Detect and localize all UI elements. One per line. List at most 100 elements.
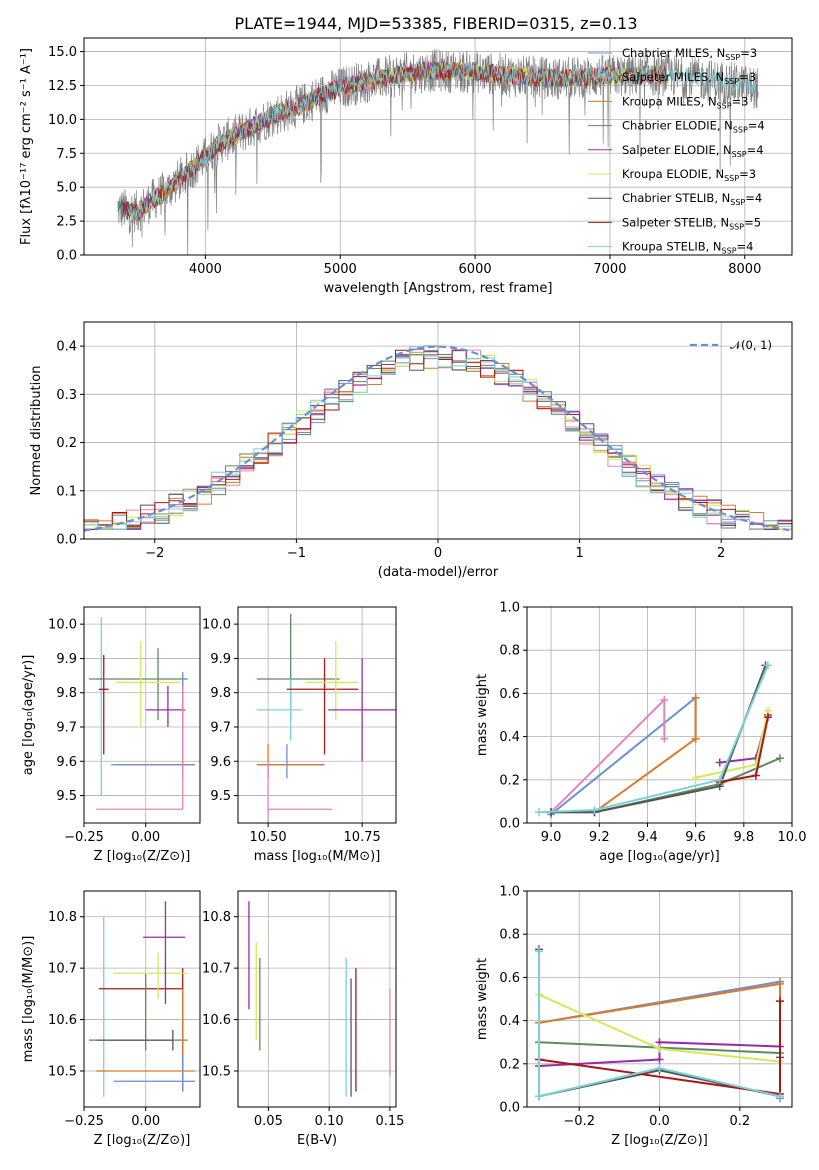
- mass_vs_Z-xlabel: Z [log₁₀(Z/Z⊙)]: [94, 1133, 191, 1148]
- weight_vs_Z-ytick-label: 0.0: [499, 1101, 520, 1116]
- weight_vs_age-ytick-label: 0.2: [499, 773, 520, 788]
- spectrum-frame: [83, 37, 793, 256]
- residuals-plot-area: [84, 345, 792, 532]
- spectrum-xtick-label: 5000: [324, 262, 357, 277]
- weight_vs_Z-ytick-label: 0.6: [499, 971, 520, 986]
- residuals-ytick-label: 0.4: [56, 340, 77, 355]
- residuals-xtick-label: 1: [575, 546, 583, 561]
- weight_vs_Z-marker-salpeter_stelib: [775, 997, 784, 1006]
- mass_vs_ebv-panel: 0.05 0.10 0.15 10.5 10.6 10.7 10.8 E(B-V): [202, 890, 404, 1148]
- spectrum-ytick-label: 10.0: [48, 113, 77, 128]
- weight_vs_age-line-chabrier_miles: [550, 695, 697, 816]
- weight_vs_Z-plot-area: [535, 945, 784, 1103]
- residuals-ytick-label: 0.2: [56, 436, 77, 451]
- weight_vs_Z-ytick-label: 0.8: [499, 928, 520, 943]
- mass_vs_ebv-xlabel: E(B-V): [297, 1133, 337, 1148]
- age_vs_Z-ytick-label: 9.8: [56, 686, 77, 701]
- mass_vs_Z-frame: [83, 890, 201, 1108]
- spectrum-xtick-label: 7000: [593, 262, 626, 277]
- mass_vs_Z-ytick-label: 10.8: [48, 910, 77, 925]
- spectrum-ytick-label: 12.5: [48, 79, 77, 94]
- weight_vs_Z-marker-kroupa_stelib: [655, 1064, 664, 1073]
- age_vs_mass-frame: [237, 606, 397, 824]
- weight_vs_Z-xlabel: Z [log₁₀(Z/Z⊙)]: [611, 1133, 708, 1148]
- weight_vs_age-marker-kroupa_stelib: [535, 808, 544, 817]
- age_vs_Z-ylabel: age [log₁₀(age/yr)]: [21, 655, 36, 776]
- mass_vs_Z-panel: −0.25 0.00 10.5 10.6 10.7 10.8 Z [log₁₀(Z/Z⊙)]…: [21, 890, 201, 1148]
- weight_vs_age-ytick-label: 0.0: [499, 817, 520, 832]
- weight_vs_age-ytick-label: 0.8: [499, 644, 520, 659]
- age_vs_Z-xtick-label: 0.00: [131, 830, 160, 845]
- spectrum-xtick-label: 8000: [728, 262, 761, 277]
- residuals-ytick-label: 0.0: [56, 533, 77, 548]
- weight_vs_Z-ylabel: mass weight: [475, 958, 490, 1040]
- residuals-xlabel: (data-model)/error: [378, 565, 499, 580]
- legend-normal-label: 𝒩(0, 1): [730, 338, 772, 352]
- weight_vs_Z-panel: −0.2 0.0 0.2 0.0 0.2 0.4 0.6 0.8 1.0 Z [log₁₀(Z/Z…: [475, 885, 793, 1148]
- mass_vs_Z-plot-area: [88, 901, 196, 1097]
- mass_vs_ebv-xtick-label: 0.05: [254, 1114, 283, 1129]
- residuals-xtick-label: 0: [434, 546, 442, 561]
- age_vs_mass-ytick-label: 9.9: [210, 652, 231, 667]
- weight_vs_age-marker-kroupa_miles: [691, 734, 700, 743]
- age_vs_mass-ytick-label: 9.7: [210, 721, 231, 736]
- weight_vs_age-line-kroupa_stelib: [538, 664, 769, 814]
- mass_vs_ebv-plot-area: [248, 901, 391, 1097]
- age_vs_mass-ytick-label: 10.0: [202, 618, 231, 633]
- weight_vs_age-marker-salpeter_stelib: [751, 771, 760, 780]
- weight_vs_age-marker-salpeter_miles: [660, 695, 669, 704]
- normal-curve: [84, 345, 790, 532]
- spectrum-xlabel: wavelength [Angstrom, rest frame]: [324, 281, 553, 296]
- legend-label-kroupa_stelib: Kroupa STELIB, NSSP=4: [622, 240, 753, 256]
- legend-label-chabrier_stelib: Chabrier STELIB, NSSP=4: [622, 191, 762, 207]
- age_vs_mass-ytick-label: 9.6: [210, 755, 231, 770]
- age_vs_mass-ytick-label: 9.5: [210, 789, 231, 804]
- mass_vs_ebv-ytick-label: 10.5: [202, 1065, 231, 1080]
- weight_vs_age-line-chabrier_stelib: [551, 664, 767, 814]
- residuals-ytick-label: 0.1: [56, 484, 77, 499]
- age_vs_mass-ytick-label: 9.8: [210, 686, 231, 701]
- weight_vs_Z-xtick-label: 0.0: [649, 1114, 670, 1129]
- residuals-xtick-label: −1: [287, 546, 306, 561]
- spectrum-ytick-label: 0.0: [56, 249, 77, 264]
- weight_vs_Z-marker-kroupa_stelib: [775, 1092, 784, 1101]
- spectrum-ytick-label: 7.5: [56, 147, 77, 162]
- weight_vs_age-marker-chabrier_elodie: [775, 754, 784, 763]
- age_vs_Z-panel: −0.25 0.00 9.5 9.6 9.7 9.8 9.9 10.0 Z [log₁₀(Z/Z…: [21, 606, 201, 864]
- mass_vs_ebv-ytick-label: 10.7: [202, 962, 231, 977]
- mass_vs_Z-ylabel: mass [log₁₀(M/M⊙)]: [21, 936, 36, 1063]
- residuals-xtick-label: −2: [145, 546, 164, 561]
- age_vs_mass-xtick-label: 10.75: [344, 830, 381, 845]
- weight_vs_Z-ytick-label: 1.0: [499, 885, 520, 900]
- weight_vs_age-marker-kroupa_stelib: [715, 775, 724, 784]
- age_vs_Z-xlabel: Z [log₁₀(Z/Z⊙)]: [94, 849, 191, 864]
- weight_vs_Z-marker-salpeter_elodie: [655, 1055, 664, 1064]
- spectrum-ylabel: Flux [fλ10⁻¹⁷ erg cm⁻² s⁻¹ A⁻¹]: [19, 48, 34, 245]
- legend-label-chabrier_elodie: Chabrier ELODIE, NSSP=4: [622, 119, 765, 135]
- mass_vs_ebv-frame: [237, 890, 397, 1108]
- mass_vs_Z-xtick-label: −0.25: [64, 1114, 104, 1129]
- age_vs_Z-ytick-label: 9.5: [56, 789, 77, 804]
- age_vs_Z-plot-area: [88, 617, 196, 810]
- weight_vs_Z-marker-kroupa_elodie: [655, 1044, 664, 1053]
- legend-label-kroupa_elodie: Kroupa ELODIE, NSSP=3: [622, 167, 756, 183]
- weight_vs_Z-line-kroupa_stelib: [538, 951, 781, 1098]
- age_vs_Z-ytick-label: 10.0: [48, 618, 77, 633]
- age_vs_Z-ytick-label: 9.7: [56, 721, 77, 736]
- mass_vs_Z-ytick-label: 10.6: [48, 1013, 77, 1028]
- age_vs_mass-plot-area: [256, 613, 396, 823]
- weight_vs_age-xlabel: age [log₁₀(age/yr)]: [599, 849, 720, 864]
- mass_vs_Z-ytick-label: 10.5: [48, 1065, 77, 1080]
- spectrum-plot-area: [117, 49, 759, 255]
- weight_vs_age-ytick-label: 0.6: [499, 687, 520, 702]
- legend-label-salpeter_miles: Salpeter MILES, NSSP=3: [622, 70, 756, 86]
- weight_vs_age-plot-area: [535, 661, 784, 819]
- weight_vs_age-xtick-label: 10.0: [778, 830, 807, 845]
- spectrum-ytick-label: 5.0: [56, 181, 77, 196]
- legend-label-salpeter_elodie: Salpeter ELODIE, NSSP=4: [622, 143, 764, 159]
- mass_vs_Z-ytick-label: 10.7: [48, 962, 77, 977]
- weight_vs_Z-ytick-label: 0.2: [499, 1057, 520, 1072]
- age_vs_Z-frame: [83, 606, 201, 824]
- weight_vs_age-frame: [526, 606, 793, 824]
- mass_vs_ebv-ytick-label: 10.6: [202, 1013, 231, 1028]
